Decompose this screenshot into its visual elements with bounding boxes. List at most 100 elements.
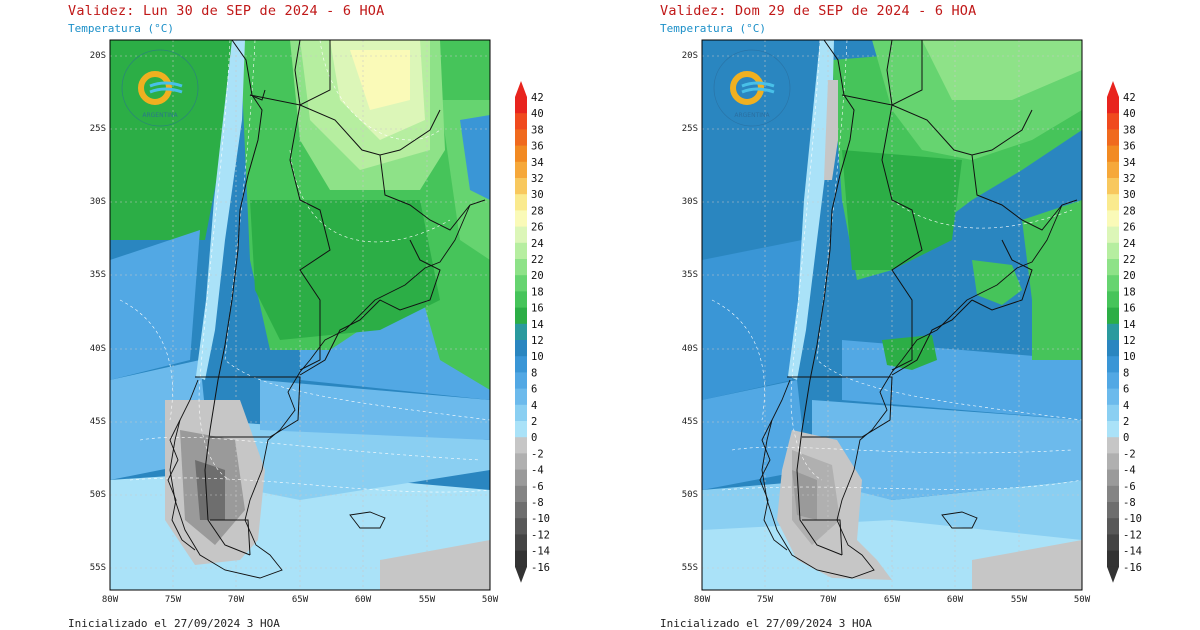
colorbar-swatch [1107, 469, 1119, 487]
colorbar-tick-label: 6 [1123, 384, 1129, 396]
lat-label: 50S [681, 490, 698, 500]
lat-label: 25S [681, 124, 698, 134]
lon-label: 75W [756, 595, 774, 605]
lat-label: 45S [681, 417, 698, 427]
colorbar-tick-label: 42 [1123, 92, 1136, 104]
map-panel-left: Validez: Lun 30 de SEP de 2024 - 6 HOA T… [0, 0, 580, 630]
coastline [759, 204, 1063, 579]
smn-logo: ARGENTINA [713, 49, 791, 127]
colorbar-swatch [515, 307, 527, 325]
colorbar-swatch [1107, 129, 1119, 146]
colorbar-swatch [1107, 323, 1119, 341]
colorbar-tick-label: -4 [531, 465, 544, 477]
colorbar-tick-label: 10 [1123, 351, 1136, 363]
colorbar-swatch [1107, 421, 1119, 438]
logo-text: ARGENTINA [734, 112, 770, 119]
graticule [110, 40, 490, 590]
colorbar-swatch [1107, 485, 1119, 503]
map-title: Validez: Dom 29 de SEP de 2024 - 6 HOA [660, 3, 977, 19]
colorbar-swatch [1107, 145, 1119, 163]
colorbar-swatch [1107, 242, 1119, 260]
colorbar-tick-label: 4 [1123, 400, 1129, 412]
isotherms [119, 40, 490, 493]
colorbar-tick-label: 0 [531, 432, 537, 444]
colorbar-swatch [1107, 97, 1119, 114]
map-subtitle: Temperatura (°C) [660, 22, 766, 35]
colorbar-tick-label: 10 [531, 351, 544, 363]
lon-label: 65W [291, 595, 309, 605]
colorbar-swatch [515, 453, 527, 470]
colorbar-tick-label: 0 [1123, 432, 1129, 444]
colorbar-swatch [515, 242, 527, 260]
colorbar-tick-label: -10 [1123, 513, 1142, 525]
colorbar-swatch [515, 129, 527, 146]
colorbar-swatch [1107, 550, 1119, 568]
colorbar-tick-label: -14 [1123, 546, 1142, 558]
colorbar-swatch [1107, 502, 1119, 519]
colorbar-tick-label: -6 [1123, 481, 1136, 493]
lat-label: 55S [681, 563, 698, 573]
colorbar-tick-label: 36 [531, 141, 544, 153]
colorbar-tick-label: 18 [1123, 286, 1136, 298]
colorbar-tick-label: -16 [531, 562, 550, 574]
colorbar-swatch [515, 502, 527, 519]
colorbar-swatch [1107, 113, 1119, 130]
colorbar-tick-label: 36 [1123, 141, 1136, 153]
colorbar-tick-label: -10 [531, 513, 550, 525]
colorbar-tick-label: 40 [1123, 108, 1136, 120]
colorbar-tick-label: 2 [531, 416, 537, 428]
colorbar-swatch [515, 469, 527, 487]
colorbar-swatch [515, 145, 527, 163]
colorbar-tick-label: 30 [531, 189, 544, 201]
map-subtitle: Temperatura (°C) [68, 22, 174, 35]
colorbar-swatch [1107, 404, 1119, 422]
lon-label: 50W [481, 595, 499, 605]
colorbar-swatch [515, 323, 527, 341]
colorbar-swatch [1107, 437, 1119, 454]
lat-label: 40S [681, 344, 698, 354]
colorbar-tick-label: -8 [531, 497, 544, 509]
colorbar-swatch [515, 259, 527, 276]
colorbar-swatch [1107, 178, 1119, 195]
colorbar-swatch [515, 485, 527, 503]
colorbar-swatch [515, 550, 527, 568]
colorbar-tick-label: 40 [531, 108, 544, 120]
temperature-map: ARGENTINA 424038363432302826242220181614… [109, 39, 550, 591]
colorbar-swatch [515, 534, 527, 551]
colorbar-swatch [1107, 275, 1119, 292]
colorbar-tick-label: 24 [531, 238, 544, 250]
colorbar-tick-label: 38 [531, 124, 544, 136]
colorbar-swatch [515, 97, 527, 114]
colorbar-swatch [515, 404, 527, 422]
colorbar-tick-label: 14 [531, 319, 544, 331]
colorbar-swatch [515, 372, 527, 389]
colorbar-swatch [1107, 453, 1119, 470]
colorbar-tick-label: 22 [1123, 254, 1136, 266]
colorbar-tick-label: -14 [531, 546, 550, 558]
colorbar-tick-label: 22 [531, 254, 544, 266]
colorbar-arrow-top [1107, 81, 1119, 97]
colorbar-swatch [1107, 388, 1119, 406]
colorbar-swatch [515, 356, 527, 373]
colorbar: 424038363432302826242220181614121086420-… [515, 81, 550, 583]
lat-label: 50S [89, 490, 106, 500]
colorbar-swatch [515, 178, 527, 195]
colorbar-swatch [1107, 518, 1119, 535]
colorbar-tick-label: -4 [1123, 465, 1136, 477]
colorbar: 424038363432302826242220181614121086420-… [1107, 81, 1142, 583]
lat-label: 30S [89, 197, 106, 207]
logo-text: ARGENTINA [142, 112, 178, 119]
colorbar-arrow-bottom [515, 566, 527, 583]
country-borders [195, 40, 486, 556]
lat-label: 30S [681, 197, 698, 207]
colorbar-tick-label: -12 [1123, 529, 1142, 541]
colorbar-swatch [515, 388, 527, 406]
lat-label: 35S [89, 270, 106, 280]
colorbar-tick-label: 32 [531, 173, 544, 185]
lat-label: 45S [89, 417, 106, 427]
colorbar-tick-label: 26 [531, 222, 544, 234]
lat-label: 35S [681, 270, 698, 280]
colorbar-swatch [1107, 340, 1119, 357]
colorbar-swatch [1107, 291, 1119, 308]
colorbar-tick-label: 16 [531, 303, 544, 315]
